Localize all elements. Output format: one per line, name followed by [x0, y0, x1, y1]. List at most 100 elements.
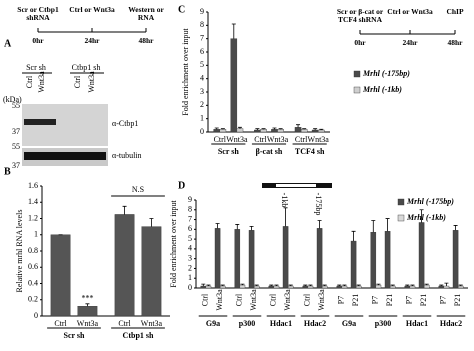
bar — [350, 240, 357, 289]
bar — [219, 129, 227, 133]
bar — [355, 285, 362, 289]
bar — [260, 129, 267, 133]
error-bar — [254, 284, 259, 287]
y-tick-label: 0 — [34, 311, 38, 320]
y-tick-label: 0.2 — [28, 295, 38, 304]
error-bar — [342, 284, 347, 287]
bar — [253, 285, 260, 289]
x-tick-label: Ctrl — [235, 293, 244, 306]
x-tick-label: P21 — [351, 294, 360, 306]
y-tick-label: 1.4 — [28, 197, 38, 206]
y-tick-label: 9 — [200, 7, 204, 16]
bar — [287, 285, 294, 289]
diagram-label: -175bp — [314, 193, 323, 216]
bar — [370, 232, 377, 289]
bar — [321, 285, 328, 289]
error-bar — [410, 284, 415, 287]
error-bar — [149, 218, 154, 227]
bar — [389, 285, 396, 289]
y-tick-label: 2 — [188, 263, 192, 272]
bar — [248, 230, 255, 289]
error-bar — [385, 218, 390, 232]
error-bar — [288, 284, 293, 287]
group-label: p300 — [239, 319, 255, 328]
x-tick-label: Wnt3a — [215, 289, 224, 311]
y-tick-label: 3 — [200, 87, 204, 96]
error-bar — [405, 284, 410, 287]
group-label: Hdac1 — [270, 319, 292, 328]
timeline-step: Ctrl or Wnt3a — [69, 5, 115, 14]
legend-label: Mrhl (-175bp) — [406, 197, 454, 206]
error-bar — [249, 226, 254, 231]
bar — [213, 129, 220, 133]
y-tick-label: 1 — [188, 273, 192, 282]
timeline-time: 48hr — [138, 36, 154, 45]
x-tick-label: Ctrl — [214, 135, 227, 144]
y-tick-label: 1 — [34, 230, 38, 239]
error-bar — [376, 283, 381, 286]
legend-swatch — [397, 198, 405, 206]
error-bar — [390, 284, 395, 287]
group-label: Ctbp1 sh — [123, 331, 154, 340]
timeline-time: 0hr — [32, 36, 44, 45]
bracket-label: N.S — [132, 185, 144, 194]
x-tick-label: P7 — [337, 296, 346, 304]
lane-label: Ctrl — [25, 75, 34, 88]
error-bar — [439, 284, 444, 287]
x-tick-label: Ctrl — [254, 135, 267, 144]
error-bar — [317, 220, 322, 229]
timeline-time: 24hr — [402, 38, 418, 47]
panel-label: A — [4, 38, 12, 49]
bar — [268, 285, 275, 289]
x-tick-label: Wnt3a — [317, 289, 326, 311]
bar — [230, 38, 238, 133]
marker: 55 — [12, 101, 20, 110]
y-tick-label: 0 — [200, 127, 204, 136]
bar — [316, 228, 323, 289]
lane-label: Wnt3a — [37, 71, 46, 93]
bar — [271, 129, 278, 133]
group-label: β-cat sh — [256, 147, 283, 156]
error-bar — [302, 128, 307, 130]
timeline-time: 0hr — [354, 38, 366, 47]
panel-label: C — [178, 4, 185, 15]
bar — [282, 226, 289, 289]
timeline-step: Scr or Ctbp1 shRNA — [17, 5, 59, 22]
error-bar — [453, 225, 458, 231]
group-label: TCF4 sh — [295, 147, 325, 156]
antibody: α-tubulin — [112, 151, 142, 160]
group-label: Scr sh — [26, 63, 46, 72]
y-tick-label: 9 — [188, 195, 192, 204]
error-bar — [201, 283, 206, 287]
y-tick-label: 3 — [188, 253, 192, 262]
x-tick-label: Ctrl — [118, 319, 131, 328]
y-tick-label: 0 — [188, 283, 192, 292]
bar — [423, 284, 430, 289]
error-bar — [269, 284, 274, 287]
timeline-time: 48hr — [447, 38, 463, 47]
x-tick-label: P21 — [419, 294, 428, 306]
y-tick-label: 2 — [200, 100, 204, 109]
bar — [438, 285, 445, 289]
bar — [254, 129, 261, 133]
group-label: G9a — [206, 319, 220, 328]
group-label: Hdac1 — [406, 319, 428, 328]
y-tick-label: 1 — [200, 113, 204, 122]
y-tick-label: 0.4 — [28, 278, 38, 287]
error-bar — [206, 284, 211, 287]
bar — [219, 285, 226, 289]
bar — [409, 285, 416, 289]
error-bar — [220, 284, 225, 287]
lane-label: Ctrl — [73, 75, 82, 88]
bar — [375, 284, 382, 289]
error-bar — [371, 220, 376, 233]
bar — [141, 226, 162, 317]
panel-label: D — [178, 180, 185, 191]
bar — [205, 285, 212, 289]
error-bar — [255, 128, 260, 130]
error-bar — [272, 127, 277, 130]
x-tick-label: Wnt3a — [77, 319, 99, 328]
y-tick-label: 7 — [200, 33, 204, 42]
